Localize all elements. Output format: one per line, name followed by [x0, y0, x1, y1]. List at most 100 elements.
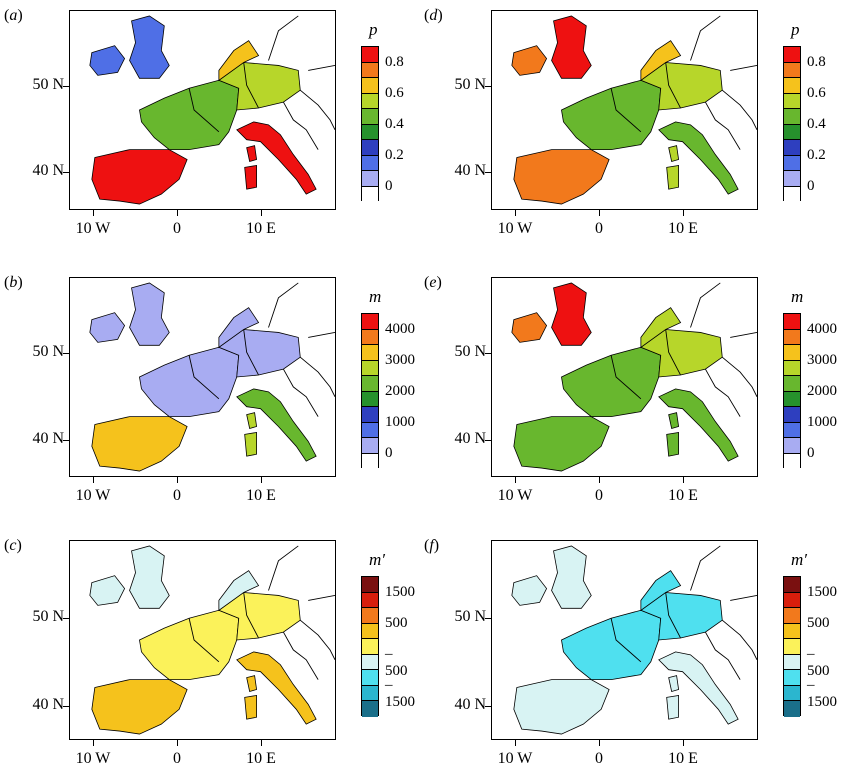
colorbar-tick-label: 500: [385, 614, 408, 631]
map-svg: [89, 545, 335, 735]
colorbar-swatch: [784, 314, 800, 330]
colorbar-swatch: [784, 577, 800, 593]
map-frame: [491, 10, 758, 210]
map-frame: [491, 540, 758, 740]
colorbar-tick-label: 0.6: [807, 84, 826, 101]
x-tick: [683, 210, 684, 216]
x-tick: [261, 477, 262, 483]
colorbar-tick-label: 1500: [807, 583, 837, 600]
colorbar-title: m′: [791, 550, 807, 569]
border-line: [308, 332, 335, 338]
border-line: [721, 89, 757, 130]
colorbar-swatch: [784, 592, 800, 608]
border-line: [730, 595, 757, 601]
x-tick-label: 10 W: [75, 220, 111, 237]
colorbar: [361, 576, 379, 717]
y-tick: [63, 172, 69, 173]
x-tick-label: 0: [173, 750, 181, 767]
region-sardinia: [666, 694, 679, 720]
region-iberia: [513, 416, 610, 472]
region-britain: [129, 15, 170, 79]
border-line: [690, 282, 721, 328]
colorbar-swatch: [362, 639, 378, 655]
region-corsica: [668, 412, 680, 429]
colorbar: [783, 313, 801, 469]
border-line: [308, 595, 335, 601]
region-benelux: [640, 307, 682, 349]
colorbar: [361, 46, 379, 202]
border-line: [690, 545, 721, 591]
y-tick: [485, 86, 491, 87]
region-britain: [551, 282, 592, 346]
colorbar-swatch: [784, 608, 800, 624]
colorbar-tick-label: 0.8: [385, 53, 404, 70]
region-central: [640, 62, 723, 111]
colorbar-tick-label: 0.2: [807, 146, 826, 163]
colorbar-swatch: [362, 391, 378, 407]
colorbar-tick-label: 4000: [807, 320, 837, 337]
region-france: [561, 346, 662, 417]
x-tick: [683, 740, 684, 746]
region-sardinia: [244, 431, 257, 457]
border-line: [299, 356, 335, 397]
border-line: [690, 15, 721, 61]
border-line: [721, 619, 757, 660]
y-tick: [485, 618, 491, 619]
border-line: [610, 355, 642, 400]
region-sardinia: [244, 694, 257, 720]
border-line: [243, 62, 259, 109]
border-line: [704, 368, 741, 417]
x-tick-label: 10 W: [497, 220, 533, 237]
region-central: [640, 329, 723, 378]
x-tick: [515, 740, 516, 746]
border-line: [243, 592, 259, 639]
colorbar-swatch: [784, 438, 800, 454]
region-central: [640, 592, 723, 641]
region-france: [561, 79, 662, 150]
border-line: [665, 592, 681, 639]
y-tick-label: 40 N: [454, 430, 486, 447]
border-line: [610, 618, 642, 663]
y-tick-label: 40 N: [454, 696, 486, 713]
border-line: [704, 631, 741, 680]
colorbar-swatch: [362, 376, 378, 392]
region-corsica: [668, 145, 680, 162]
colorbar-title: m: [369, 287, 382, 306]
colorbar-tick-label: 1000: [807, 413, 837, 430]
colorbar-swatch: [784, 140, 800, 156]
colorbar-tick-label: 2000: [807, 382, 837, 399]
border-line: [665, 62, 681, 109]
panel-label: (f): [424, 537, 440, 554]
panel-label: (b): [4, 274, 23, 291]
map-frame: [69, 277, 336, 477]
border-line: [188, 355, 220, 400]
colorbar-swatch: [784, 685, 800, 701]
colorbar-tick-label: 0: [385, 444, 393, 461]
map-svg: [511, 15, 757, 205]
region-ireland: [89, 575, 126, 606]
x-tick: [177, 740, 178, 746]
colorbar-swatch: [362, 124, 378, 140]
border-line: [665, 329, 681, 376]
x-tick-label: 10 E: [668, 750, 698, 767]
y-tick-label: 40 N: [32, 430, 64, 447]
colorbar-swatch: [362, 654, 378, 670]
colorbar-swatch: [362, 623, 378, 639]
x-tick: [599, 477, 600, 483]
colorbar-tick-label: 3000: [807, 351, 837, 368]
x-tick: [177, 210, 178, 216]
region-benelux: [640, 40, 682, 82]
colorbar-swatch: [784, 654, 800, 670]
border-line: [243, 329, 259, 376]
x-tick: [93, 477, 94, 483]
y-tick: [485, 706, 491, 707]
x-tick-label: 0: [595, 750, 603, 767]
x-tick: [599, 210, 600, 216]
x-tick: [599, 740, 600, 746]
y-tick: [63, 440, 69, 441]
colorbar-swatch: [362, 47, 378, 63]
region-britain: [129, 282, 170, 346]
colorbar-swatch: [784, 171, 800, 187]
colorbar-tick-label: 0: [385, 177, 393, 194]
border-line: [308, 65, 335, 71]
